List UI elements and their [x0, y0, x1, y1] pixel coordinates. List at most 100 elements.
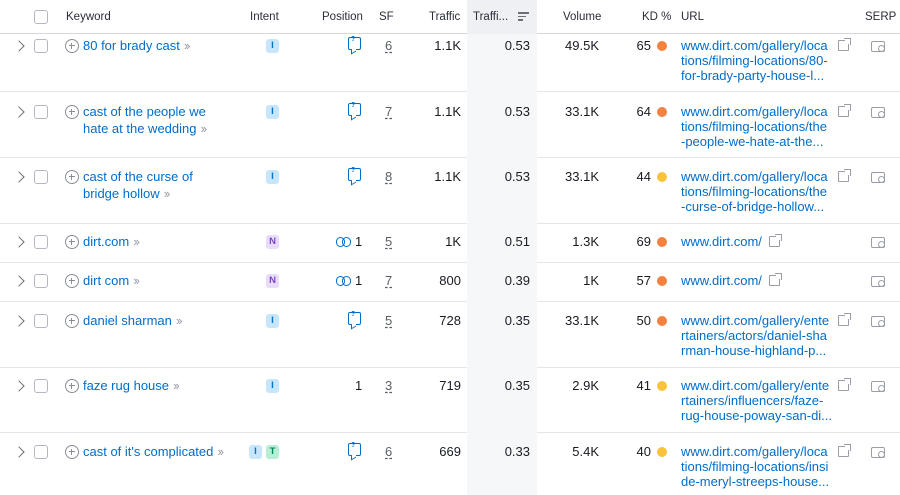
- add-keyword-icon[interactable]: [65, 105, 79, 119]
- expand-chevron-icon[interactable]: [13, 40, 25, 52]
- serp-preview-icon[interactable]: [871, 316, 885, 327]
- chevrons-right-icon[interactable]: ››: [163, 186, 171, 201]
- serp-feature-icon[interactable]: ?: [348, 167, 361, 181]
- sf-count[interactable]: 5: [385, 313, 393, 328]
- external-link-icon[interactable]: [838, 378, 851, 391]
- add-keyword-icon[interactable]: [65, 274, 79, 288]
- serp-feature-icon[interactable]: ?: [348, 442, 361, 456]
- keyword-link[interactable]: 80 for brady cast ››: [83, 37, 233, 54]
- serp-feature-icon[interactable]: ?: [348, 102, 361, 116]
- add-keyword-icon[interactable]: [65, 445, 79, 459]
- add-keyword-icon[interactable]: [65, 379, 79, 393]
- chevrons-right-icon[interactable]: ››: [133, 273, 140, 288]
- url-link[interactable]: www.dirt.com/gallery/loca tions/filming-l…: [681, 38, 833, 83]
- volume-value: 33.1K: [565, 104, 599, 119]
- keyword-link[interactable]: daniel sharman ››: [83, 312, 233, 329]
- col-serp[interactable]: SERP: [865, 11, 897, 23]
- serp-preview-icon[interactable]: [871, 41, 885, 52]
- col-volume[interactable]: Volume: [563, 11, 602, 23]
- serp-preview-icon[interactable]: [871, 172, 885, 183]
- chevrons-right-icon[interactable]: ››: [133, 234, 140, 249]
- serp-preview-icon[interactable]: [871, 107, 885, 118]
- url-link[interactable]: www.dirt.com/gallery/ente rtainers/actors…: [681, 313, 833, 358]
- chevrons-right-icon[interactable]: ››: [175, 313, 183, 328]
- url-link[interactable]: www.dirt.com/: [681, 234, 781, 249]
- chevrons-right-icon[interactable]: ››: [217, 444, 224, 459]
- keyword-link[interactable]: cast of the curse of bridge hollow ››: [83, 168, 233, 202]
- expand-chevron-icon[interactable]: [13, 171, 25, 183]
- col-keyword[interactable]: Keyword: [66, 11, 111, 23]
- traffic-share-value: 0.33: [504, 444, 530, 459]
- row-checkbox[interactable]: [34, 314, 48, 328]
- url-link[interactable]: www.dirt.com/gallery/loca tions/filming-l…: [681, 169, 833, 214]
- add-keyword-icon[interactable]: [65, 314, 79, 328]
- expand-chevron-icon[interactable]: [13, 446, 25, 458]
- expand-chevron-icon[interactable]: [13, 380, 25, 392]
- row-checkbox[interactable]: [34, 235, 48, 249]
- external-link-icon[interactable]: [838, 169, 851, 182]
- sf-count[interactable]: 5: [385, 234, 393, 249]
- sort-desc-icon[interactable]: [518, 12, 529, 21]
- col-kd[interactable]: KD %: [642, 11, 672, 23]
- keyword-link[interactable]: faze rug house ››: [83, 377, 233, 394]
- col-sf[interactable]: SF: [379, 11, 394, 23]
- expand-chevron-icon[interactable]: [13, 106, 25, 118]
- row-checkbox[interactable]: [34, 379, 48, 393]
- row-checkbox[interactable]: [34, 170, 48, 184]
- serp-feature-icon[interactable]: ?: [348, 311, 361, 325]
- external-link-icon[interactable]: [838, 38, 851, 51]
- external-link-icon[interactable]: [838, 313, 851, 326]
- keyword-link[interactable]: dirt.com ››: [83, 233, 233, 250]
- sf-count[interactable]: 8: [385, 169, 393, 184]
- external-link-icon[interactable]: [838, 444, 851, 457]
- chevrons-right-icon[interactable]: ››: [183, 38, 191, 53]
- chevrons-right-icon[interactable]: ››: [200, 121, 207, 136]
- traffic-share-value: 0.53: [504, 38, 530, 53]
- row-checkbox[interactable]: [34, 105, 48, 119]
- row-checkbox[interactable]: [34, 445, 48, 459]
- select-all-checkbox[interactable]: [34, 10, 48, 24]
- external-link-icon[interactable]: [769, 234, 782, 247]
- serp-feature-icon[interactable]: ?: [348, 36, 361, 50]
- serp-preview-icon[interactable]: [871, 381, 885, 392]
- keyword-link[interactable]: cast of the people we hate at the wedding…: [83, 103, 233, 137]
- url-link[interactable]: www.dirt.com/gallery/ente rtainers/influe…: [681, 378, 833, 423]
- sf-count[interactable]: 3: [385, 378, 393, 393]
- col-url[interactable]: URL: [681, 11, 705, 23]
- url-link[interactable]: www.dirt.com/gallery/loca tions/filming-l…: [681, 444, 833, 489]
- keyword-link[interactable]: cast of it's complicated ››: [83, 443, 233, 460]
- keyword-text: cast of the curse of: [83, 169, 193, 184]
- sf-count[interactable]: 7: [385, 273, 393, 288]
- expand-chevron-icon[interactable]: [13, 275, 25, 287]
- add-keyword-icon[interactable]: [65, 39, 79, 53]
- sf-count[interactable]: 6: [385, 38, 393, 53]
- intent-badge-i: I: [266, 314, 279, 328]
- kd-difficulty-dot: [657, 237, 667, 247]
- url-text: www.dirt.com/: [681, 234, 762, 249]
- volume-value: 5.4K: [572, 444, 599, 459]
- col-position[interactable]: Position: [322, 11, 363, 23]
- external-link-icon[interactable]: [769, 273, 782, 286]
- add-keyword-icon[interactable]: [65, 235, 79, 249]
- url-link[interactable]: www.dirt.com/: [681, 273, 781, 288]
- chevrons-right-icon[interactable]: ››: [173, 378, 180, 393]
- expand-chevron-icon[interactable]: [13, 315, 25, 327]
- col-traffic[interactable]: Traffic: [429, 11, 461, 23]
- serp-preview-icon[interactable]: [871, 237, 885, 248]
- expand-chevron-icon[interactable]: [13, 236, 25, 248]
- serp-preview-icon[interactable]: [871, 447, 885, 458]
- row-checkbox[interactable]: [34, 274, 48, 288]
- sf-count[interactable]: 6: [385, 444, 393, 459]
- sf-count[interactable]: 7: [385, 104, 393, 119]
- keyword-link[interactable]: dirt com ››: [83, 272, 233, 289]
- add-keyword-icon[interactable]: [65, 170, 79, 184]
- col-traffic-share[interactable]: Traffi...: [467, 0, 537, 34]
- keyword-text: hate at the wedding: [83, 121, 197, 136]
- col-intent[interactable]: Intent: [250, 11, 279, 23]
- traffic-share-column-bg: [467, 224, 537, 263]
- serp-preview-icon[interactable]: [871, 276, 885, 287]
- external-link-icon[interactable]: [838, 104, 851, 117]
- row-checkbox[interactable]: [34, 39, 48, 53]
- url-link[interactable]: www.dirt.com/gallery/loca tions/filming-l…: [681, 104, 833, 149]
- kd-difficulty-dot: [657, 276, 667, 286]
